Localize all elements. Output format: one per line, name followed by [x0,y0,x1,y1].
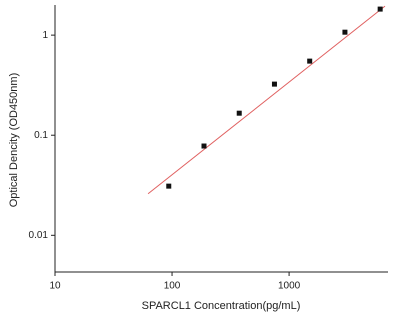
fit-line [147,5,386,195]
point [271,81,277,87]
point [236,110,242,116]
x-tick-label: 100 [164,281,181,292]
x-tick-label: 10 [49,281,61,292]
y-tick-label: 0.01 [29,230,49,241]
point [342,29,348,35]
y-tick-label: 0.1 [34,130,48,141]
y-axis-title: Optical Dencity (OD450nm) [8,73,20,208]
point [307,58,313,64]
point [201,143,207,149]
x-axis-title: SPARCL1 Concentration(pg/mL) [142,300,301,312]
y-tick-label: 1 [42,30,48,41]
point [166,183,172,189]
x-tick-label: 1000 [278,281,301,292]
point [377,6,383,12]
